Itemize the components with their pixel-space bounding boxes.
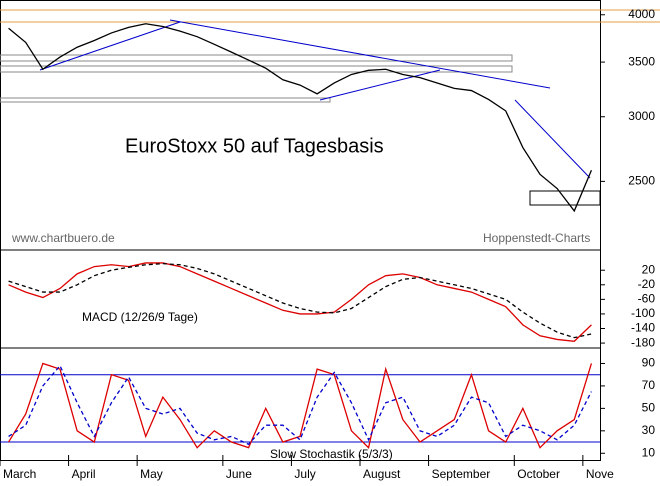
series-line: [8, 263, 592, 339]
x-tick-label: June: [226, 467, 252, 481]
y-tick-label: 20: [642, 262, 656, 276]
y-tick-label: -140: [631, 321, 655, 335]
x-tick-label: April: [72, 467, 96, 481]
x-tick-label: March: [3, 467, 36, 481]
source: www.chartbuero.de: [11, 231, 115, 245]
trend-line: [169, 19, 551, 89]
series-line: [8, 362, 593, 449]
y-tick-label: 2500: [628, 174, 655, 188]
y-tick-label: -60: [638, 292, 656, 306]
x-tick-label: October: [517, 467, 560, 481]
box: [529, 190, 601, 206]
y-tick-label: 4000: [628, 7, 655, 21]
support-zone: [0, 97, 331, 103]
chart-title: EuroStoxx 50 auf Tagesbasis: [125, 135, 384, 157]
series-line: [8, 23, 593, 213]
y-tick-label: 90: [642, 356, 656, 370]
support-zone: [0, 54, 513, 62]
trend-line: [319, 69, 441, 101]
x-tick-label: September: [432, 467, 491, 481]
series-line: [8, 364, 593, 446]
support-zone: [0, 65, 513, 73]
y-tick-label: 3000: [628, 109, 655, 123]
y-tick-label: 50: [642, 401, 656, 415]
y-tick-label: 3500: [628, 54, 655, 68]
y-tick-label: -100: [631, 306, 655, 320]
source: Hoppenstedt-Charts: [483, 231, 590, 245]
trend-line: [39, 21, 181, 71]
frame: [0, 0, 601, 461]
y-tick-label: 30: [642, 423, 656, 437]
x-tick-label: May: [140, 467, 163, 481]
y-tick-label: 70: [642, 378, 656, 392]
y-tick-label: -20: [638, 277, 656, 291]
x-tick-label: July: [294, 467, 315, 481]
panel-title: MACD (12/26/9 Tage): [82, 310, 198, 324]
panel-title: Slow Stochastik (5/3/3): [270, 447, 393, 461]
x-tick-label: August: [363, 467, 401, 481]
y-tick-label: -180: [631, 335, 655, 349]
y-tick-label: 10: [642, 445, 656, 459]
x-tick-label: Nove: [586, 467, 614, 481]
trend-line: [514, 99, 591, 179]
series-line: [8, 262, 592, 342]
